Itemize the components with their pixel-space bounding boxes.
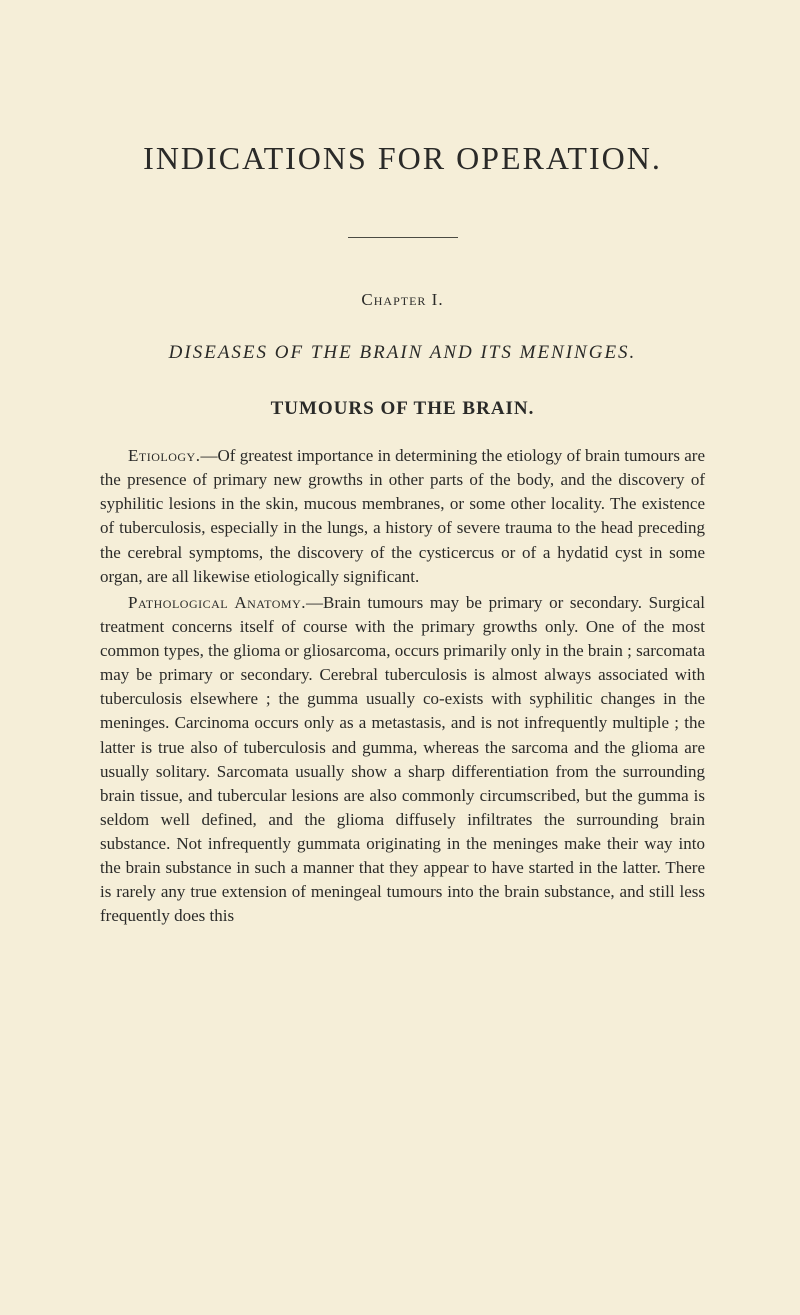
- paragraph-pathological-anatomy: Pathological Anatomy.—Brain tumours may …: [100, 591, 705, 929]
- paragraph-lead: Pathological Anatomy.: [128, 593, 306, 612]
- section-title: TUMOURS OF THE BRAIN.: [100, 398, 705, 420]
- paragraph-body: —Brain tumours may be primary or seconda…: [100, 593, 705, 926]
- title-divider: [348, 237, 458, 238]
- main-title: INDICATIONS FOR OPERATION.: [100, 140, 705, 177]
- chapter-title: DISEASES OF THE BRAIN AND ITS MENINGES.: [100, 342, 705, 364]
- paragraph-body: —Of greatest importance in determining t…: [100, 446, 705, 586]
- chapter-label: Chapter I.: [100, 290, 705, 310]
- paragraph-lead: Etiology.: [128, 446, 200, 465]
- paragraph-etiology: Etiology.—Of greatest importance in dete…: [100, 444, 705, 589]
